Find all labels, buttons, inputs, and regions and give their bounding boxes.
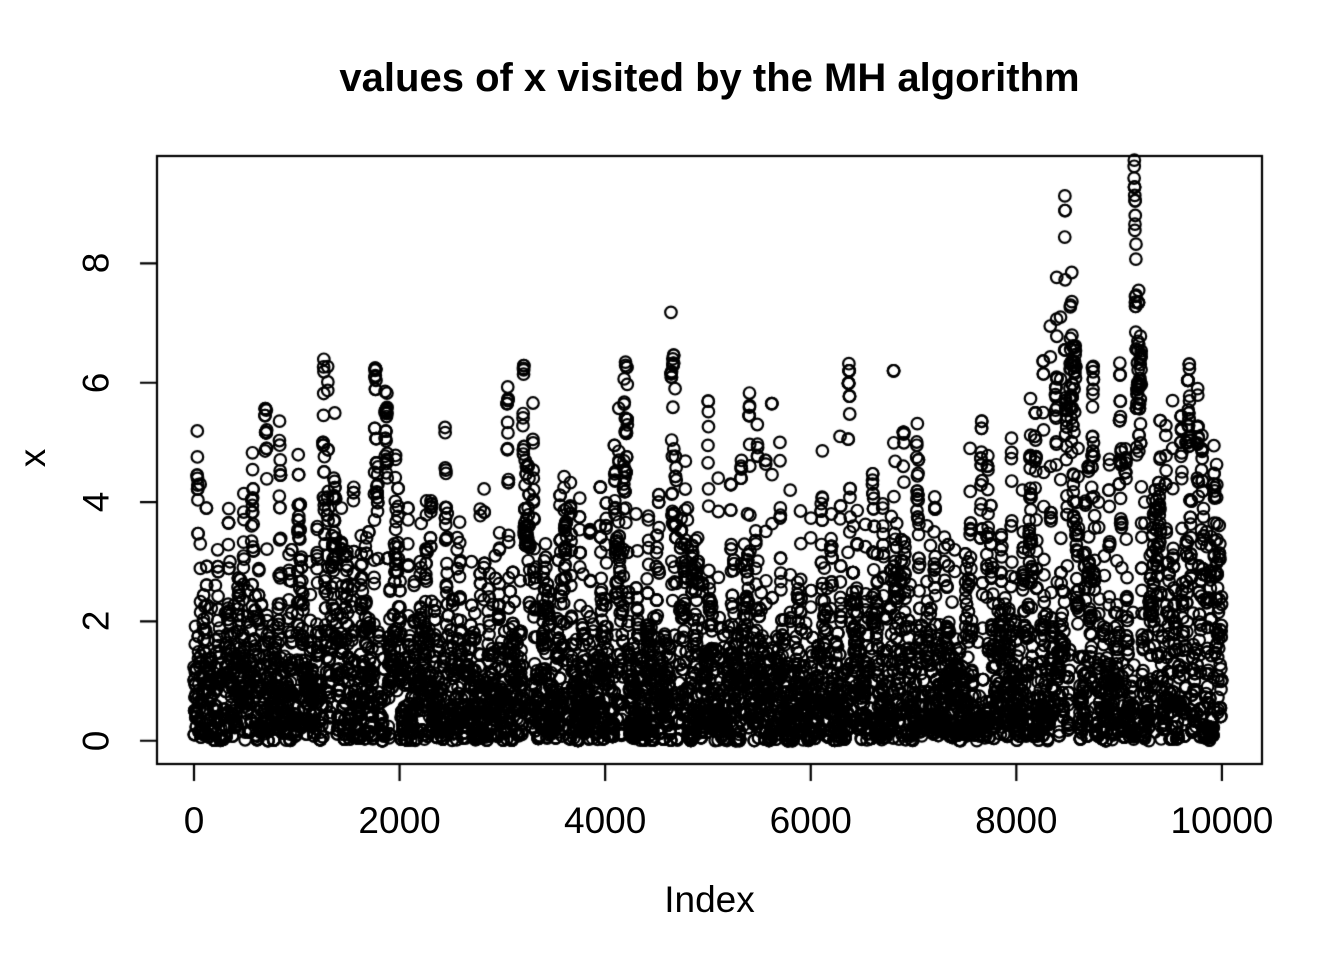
chart-title: values of x visited by the MH algorithm (339, 56, 1080, 100)
y-tick-label: 6 (75, 372, 117, 394)
x-tick-label: 6000 (769, 800, 852, 841)
x-tick-label: 10000 (1170, 800, 1274, 841)
y-tick-label: 2 (75, 611, 117, 632)
y-tick-label: 0 (75, 730, 117, 752)
y-tick-label: 4 (75, 491, 117, 513)
y-axis-title: x (12, 448, 53, 468)
x-axis-title: Index (664, 879, 755, 920)
y-tick-label: 8 (75, 253, 117, 274)
x-tick-label: 2000 (358, 800, 441, 841)
x-tick-label: 4000 (564, 800, 647, 841)
x-tick-label: 8000 (975, 800, 1058, 841)
x-tick-label: 0 (183, 800, 205, 841)
